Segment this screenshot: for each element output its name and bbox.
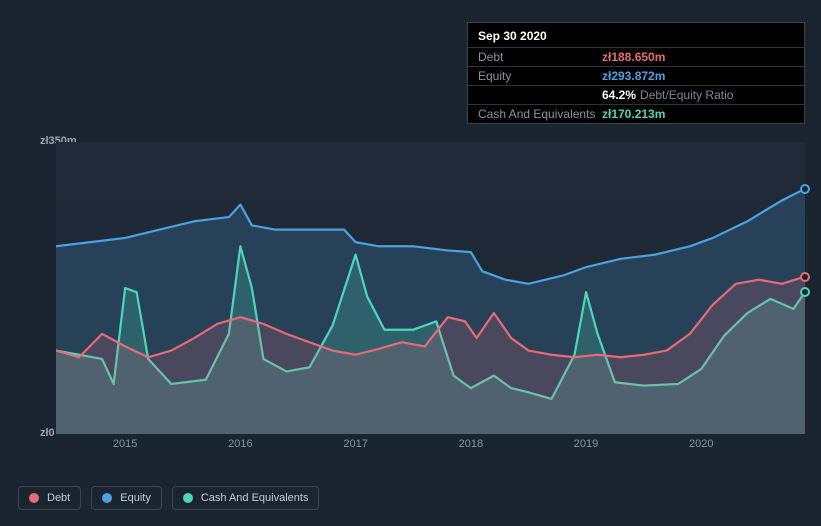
chart-plot[interactable] (56, 142, 805, 434)
tooltip-row-value: zł188.650m (602, 50, 665, 64)
legend-item[interactable]: Equity (91, 486, 162, 510)
series-end-marker (800, 184, 810, 194)
tooltip-row-value: zł293.872m (602, 69, 665, 83)
tooltip-row: Cash And Equivalentszł170.213m (468, 104, 804, 123)
legend-item[interactable]: Debt (18, 486, 81, 510)
tooltip-row: Debtzł188.650m (468, 47, 804, 66)
x-axis-tick: 2015 (113, 438, 137, 450)
legend-dot-icon (183, 493, 193, 503)
hover-tooltip: Sep 30 2020 Debtzł188.650mEquityzł293.87… (467, 22, 805, 124)
series-end-marker (800, 272, 810, 282)
legend-dot-icon (29, 493, 39, 503)
tooltip-row-label: Debt (478, 50, 602, 64)
tooltip-row-suffix: Debt/Equity Ratio (640, 88, 733, 102)
x-axis-tick: 2019 (574, 438, 598, 450)
x-axis: 2015 2016 2017 2018 2019 2020 (56, 438, 805, 456)
tooltip-row-value: zł170.213m (602, 107, 665, 121)
chart-svg (56, 142, 805, 434)
tooltip-date: Sep 30 2020 (468, 23, 804, 47)
tooltip-row-value: 64.2% (602, 88, 636, 102)
series-end-marker (800, 287, 810, 297)
tooltip-row-label: Cash And Equivalents (478, 107, 602, 121)
legend-dot-icon (102, 493, 112, 503)
legend-item[interactable]: Cash And Equivalents (172, 486, 320, 510)
legend-label: Debt (47, 492, 70, 504)
chart-container: zł350mzł0 201520162017201820192020 (16, 120, 805, 466)
x-axis-tick: 2016 (228, 438, 252, 450)
legend: Debt Equity Cash And Equivalents (18, 486, 319, 510)
x-axis-tick: 2020 (689, 438, 713, 450)
x-axis-tick: 2017 (343, 438, 367, 450)
tooltip-row-label: Equity (478, 69, 602, 83)
tooltip-row: 64.2% Debt/Equity Ratio (468, 85, 804, 104)
y-axis-label: zł0 (40, 427, 55, 439)
legend-label: Equity (120, 492, 151, 504)
legend-label: Cash And Equivalents (201, 492, 309, 504)
x-axis-tick: 2018 (459, 438, 483, 450)
tooltip-row: Equityzł293.872m (468, 66, 804, 85)
